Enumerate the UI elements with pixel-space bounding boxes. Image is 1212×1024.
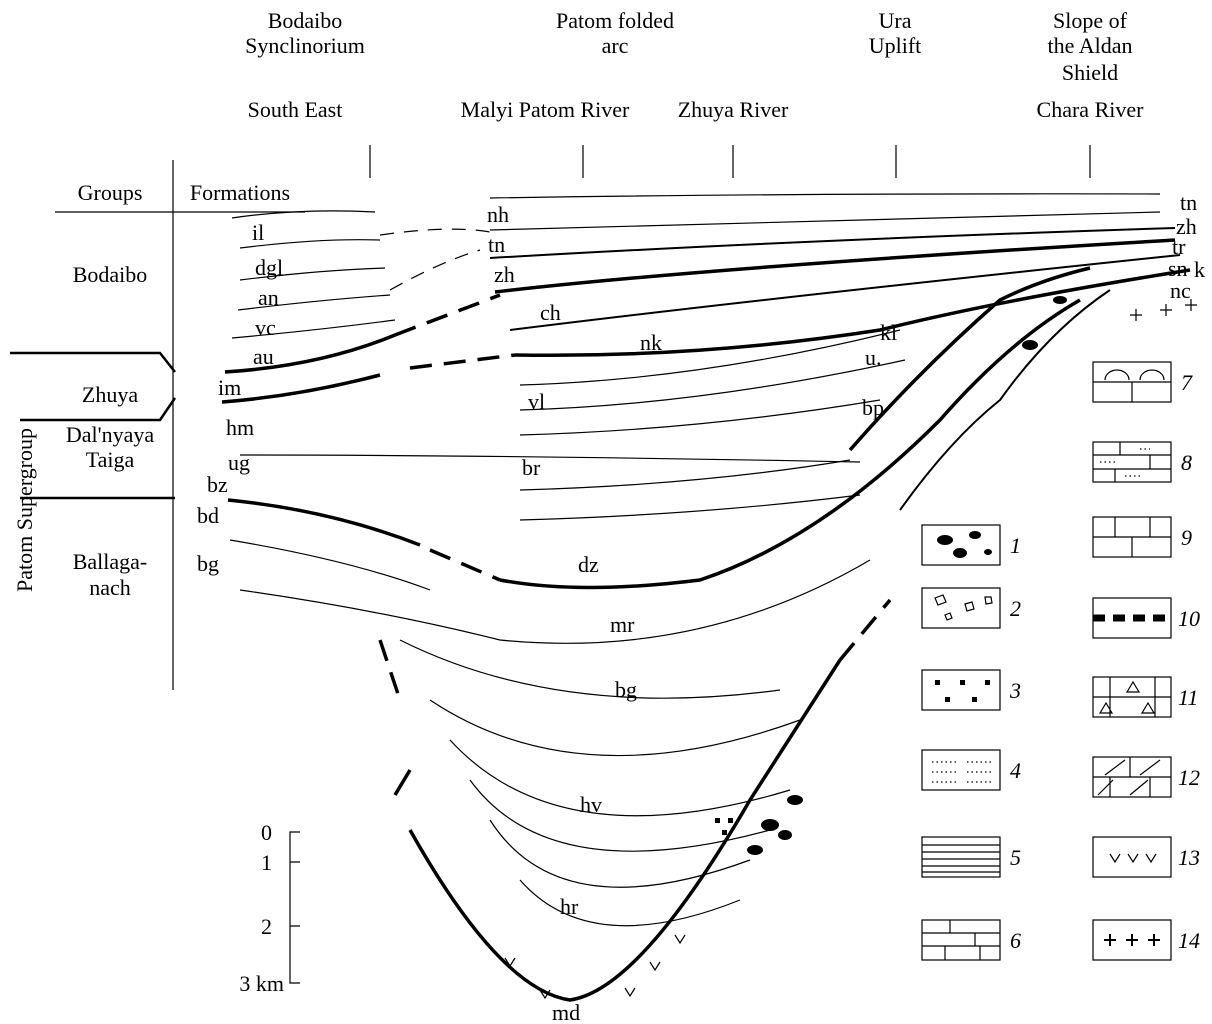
region: Slope of — [1053, 8, 1128, 33]
section-ticks — [370, 145, 1090, 178]
section: Zhuya River — [678, 97, 789, 122]
legend-number: 9 — [1181, 525, 1192, 550]
formation: bz — [207, 472, 228, 497]
formation: vc — [255, 315, 276, 340]
region: Patom folded — [556, 8, 674, 33]
formation: hr — [560, 894, 579, 919]
group: Taiga — [86, 447, 135, 472]
supergroup: Patom Supergroup — [12, 428, 37, 592]
group: Dal'nyaya — [66, 422, 154, 447]
legend-number: 13 — [1178, 845, 1200, 870]
region: Shield — [1062, 60, 1118, 85]
scale-label: 3 km — [239, 971, 284, 996]
section-drawing — [215, 194, 1197, 1000]
legend-number: 4 — [1010, 758, 1021, 783]
formation: nk — [640, 330, 662, 355]
formation: il — [252, 220, 264, 245]
legend-number: 1 — [1010, 533, 1021, 558]
group: Ballaga- — [73, 549, 148, 574]
legend-number: 5 — [1010, 845, 1021, 870]
region: the Aldan — [1048, 33, 1133, 58]
section: Chara River — [1037, 97, 1145, 122]
region: Synclinorium — [245, 33, 365, 58]
legend-number: 7 — [1181, 370, 1193, 395]
formation: vl — [528, 389, 545, 414]
legend-number: 3 — [1009, 678, 1021, 703]
formation: ch — [540, 300, 561, 325]
region: arc — [602, 33, 629, 58]
scale-label: 2 — [261, 914, 272, 939]
legend-number: 2 — [1010, 596, 1021, 621]
formation: hv — [580, 792, 602, 817]
scale-label: 0 — [261, 820, 272, 845]
formation: hm — [226, 415, 254, 440]
formation: br — [522, 455, 541, 480]
formation: nc — [1170, 278, 1191, 303]
formation: bg — [197, 551, 219, 576]
formation: zh — [494, 262, 515, 287]
formation: au — [253, 344, 274, 369]
headers: Bodaibo Synclinorium Patom folded arc Ur… — [245, 8, 1144, 122]
formation: nh — [487, 202, 509, 227]
legend-number: 6 — [1010, 928, 1021, 953]
diagram: Bodaibo Synclinorium Patom folded arc Ur… — [0, 0, 1212, 1024]
legend-number: 14 — [1178, 928, 1200, 953]
formation: kl — [880, 320, 897, 345]
formation: an — [258, 285, 279, 310]
legend-number: 10 — [1178, 606, 1200, 631]
formation: mr — [610, 612, 635, 637]
formation: u. — [865, 345, 882, 370]
formation: bp — [862, 395, 884, 420]
group: nach — [89, 575, 131, 600]
formation: im — [218, 375, 241, 400]
group: Bodaibo — [73, 262, 148, 287]
formation: bd — [197, 503, 219, 528]
formation: md — [552, 1000, 580, 1024]
legend: 1 2 3 4 5 6 7 8 9 10 11 12 13 14 — [922, 362, 1200, 960]
formation: tn — [1180, 190, 1197, 215]
column-header: Groups — [78, 180, 143, 205]
formation: tn — [488, 232, 505, 257]
formation: dgl — [255, 255, 283, 280]
group: Zhuya — [82, 382, 138, 407]
formation: ug — [228, 450, 250, 475]
region: Bodaibo — [268, 8, 343, 33]
legend-number: 11 — [1178, 685, 1198, 710]
formation: bg — [615, 677, 637, 702]
formation: dz — [578, 552, 599, 577]
region: Ura — [879, 8, 912, 33]
section: South East — [248, 97, 343, 122]
scale-label: 1 — [261, 850, 272, 875]
scale-bar: 0 1 2 3 km — [239, 820, 300, 996]
formation: k — [1194, 257, 1205, 282]
legend-number: 12 — [1178, 765, 1200, 790]
legend-number: 8 — [1181, 450, 1192, 475]
region: Uplift — [869, 33, 922, 58]
section: Malyi Patom River — [461, 97, 630, 122]
column-header: Formations — [190, 180, 290, 205]
